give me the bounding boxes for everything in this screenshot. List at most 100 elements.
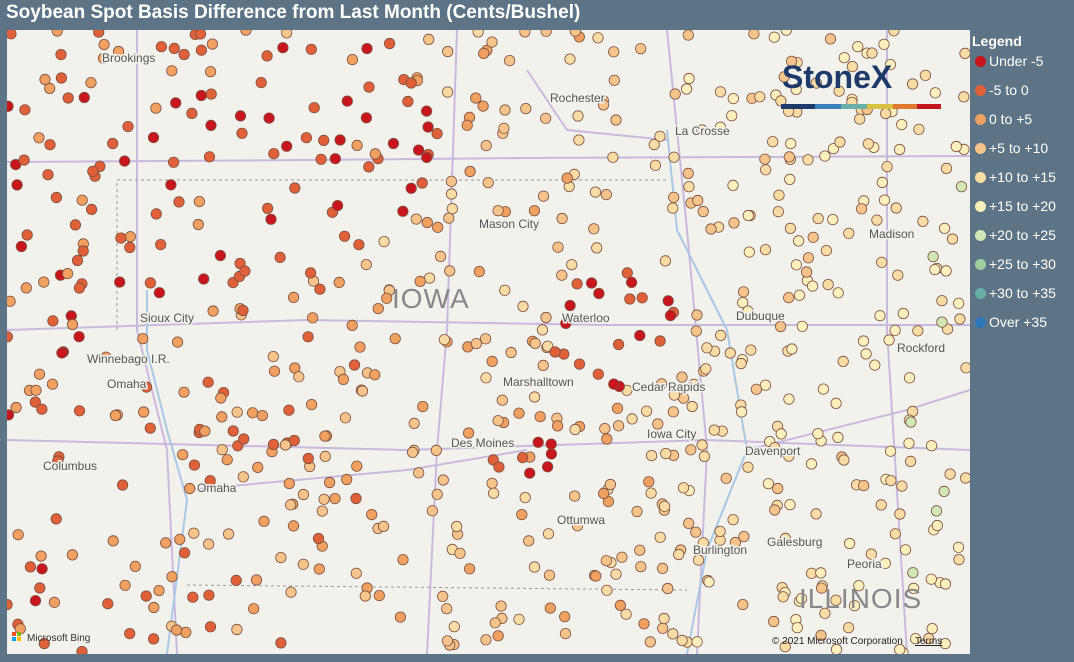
site-dot <box>437 590 449 603</box>
site-dot <box>616 551 628 563</box>
site-dot <box>676 634 688 647</box>
site-dot <box>667 628 679 640</box>
site-dot <box>166 65 178 77</box>
site-dot <box>422 121 434 133</box>
site-dot <box>115 232 127 244</box>
site-dot <box>572 110 584 122</box>
legend-item[interactable]: +25 to +30 <box>972 256 1056 285</box>
site-dot <box>537 359 549 371</box>
site-dot <box>334 134 346 146</box>
site-dot <box>363 81 375 93</box>
legend-label: +15 to +20 <box>989 198 1056 214</box>
site-dot <box>42 169 54 181</box>
site-dot <box>833 85 845 97</box>
site-dot <box>430 444 442 456</box>
legend-item[interactable]: +30 to +35 <box>972 285 1056 314</box>
legend-swatch <box>975 143 986 154</box>
city-label: Rockford <box>897 341 945 355</box>
legend-item[interactable]: +15 to +20 <box>972 198 1056 227</box>
city-label: La Crosse <box>675 124 730 138</box>
legend-item[interactable]: Over +35 <box>972 314 1056 343</box>
site-dot <box>894 508 906 520</box>
site-dot <box>564 299 576 312</box>
site-dot <box>683 517 695 529</box>
site-dot <box>48 596 61 608</box>
site-dot <box>913 123 925 135</box>
site-dot <box>293 371 305 383</box>
site-dot <box>792 235 805 247</box>
site-dot <box>658 500 671 512</box>
legend-item[interactable]: -5 to 0 <box>972 82 1056 111</box>
site-dot <box>129 560 141 573</box>
site-dot <box>640 405 653 417</box>
legend-item[interactable]: +5 to +10 <box>972 140 1056 169</box>
site-dot <box>871 214 883 226</box>
site-dot <box>737 296 749 309</box>
site-dot <box>805 458 818 470</box>
site-dot <box>505 346 517 359</box>
site-dot <box>543 569 556 581</box>
site-dot <box>454 547 466 559</box>
site-dot <box>612 420 625 432</box>
city-label: Des Moines <box>451 436 514 450</box>
site-dot <box>492 205 504 217</box>
site-dot <box>186 107 198 120</box>
site-dot <box>52 455 64 467</box>
legend-item[interactable]: Under -5 <box>972 53 1056 82</box>
site-dot <box>236 127 248 139</box>
site-dot <box>473 266 485 278</box>
legend-item[interactable]: +20 to +25 <box>972 227 1056 256</box>
site-dot <box>537 190 550 202</box>
site-dot <box>495 600 507 612</box>
site-dot <box>150 208 162 220</box>
site-dot <box>954 313 966 325</box>
site-dot <box>61 268 74 280</box>
site-dot <box>612 338 625 351</box>
site-dot <box>668 151 680 163</box>
site-dot <box>590 570 602 582</box>
site-dot <box>281 140 293 152</box>
site-dot <box>275 551 287 564</box>
site-dot <box>203 151 216 163</box>
site-dot <box>256 409 268 422</box>
site-dot <box>559 611 571 623</box>
site-dot <box>44 139 56 151</box>
site-dot <box>124 231 136 243</box>
site-dot <box>817 383 830 395</box>
site-dot <box>448 621 460 633</box>
site-dot <box>180 626 192 639</box>
site-dot <box>791 622 803 634</box>
site-dot <box>319 430 331 442</box>
site-dot <box>285 586 297 598</box>
site-dot <box>559 627 572 640</box>
site-dot <box>312 532 325 545</box>
logo-bar <box>781 104 941 109</box>
site-dot <box>304 267 317 279</box>
site-dot <box>529 337 541 349</box>
site-dot <box>635 561 647 573</box>
site-dot <box>929 87 941 99</box>
site-dot <box>569 490 581 502</box>
legend-item[interactable]: 0 to +5 <box>972 111 1056 140</box>
site-dot <box>785 55 798 67</box>
legend-swatch <box>975 259 986 270</box>
terms-link[interactable]: Terms <box>915 636 942 647</box>
site-dot <box>237 471 249 483</box>
site-dot <box>834 136 846 148</box>
site-dot <box>779 532 792 544</box>
site-dot <box>480 140 492 152</box>
site-dot <box>231 406 243 418</box>
legend-item[interactable]: +10 to +15 <box>972 169 1056 198</box>
site-dot <box>423 33 435 45</box>
site-dot <box>696 124 708 136</box>
site-dot <box>773 189 785 201</box>
site-dot <box>738 530 750 543</box>
site-dot <box>34 582 46 594</box>
site-dot <box>274 251 286 263</box>
legend-swatch <box>975 172 986 183</box>
site-dot <box>480 634 492 646</box>
site-dot <box>950 140 962 153</box>
site-dot <box>147 131 160 144</box>
site-dot <box>775 95 787 107</box>
site-dot <box>363 161 375 173</box>
